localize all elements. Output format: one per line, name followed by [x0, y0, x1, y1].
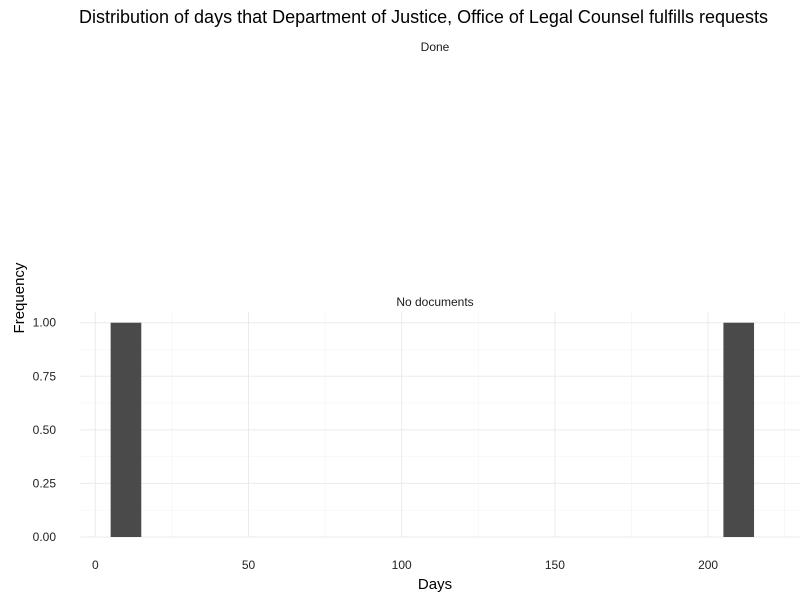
- grid-layer: [80, 312, 800, 538]
- x-tick-label: 200: [698, 558, 718, 572]
- facet-label-done: Done: [421, 40, 450, 54]
- chart-title: Distribution of days that Department of …: [79, 7, 768, 27]
- x-tick-labels: 0 50 100 150 200: [92, 558, 718, 572]
- y-tick-label: 0.75: [33, 369, 57, 383]
- bars-layer: [110, 322, 755, 537]
- facet-label-no-documents: No documents: [396, 295, 473, 309]
- x-tick-label: 150: [545, 558, 565, 572]
- y-tick-label: 0.50: [33, 423, 57, 437]
- histogram-bar: [110, 322, 142, 537]
- histogram-bar: [723, 322, 755, 537]
- x-axis-label: Days: [418, 576, 452, 593]
- y-tick-labels: 0.00 0.25 0.50 0.75 1.00: [33, 316, 57, 544]
- x-tick-label: 50: [242, 558, 256, 572]
- y-tick-label: 1.00: [33, 316, 57, 330]
- x-tick-label: 0: [92, 558, 99, 572]
- x-tick-label: 100: [392, 558, 412, 572]
- y-tick-label: 0.25: [33, 476, 57, 490]
- y-axis-label: Frequency: [11, 262, 28, 333]
- y-tick-label: 0.00: [33, 530, 57, 544]
